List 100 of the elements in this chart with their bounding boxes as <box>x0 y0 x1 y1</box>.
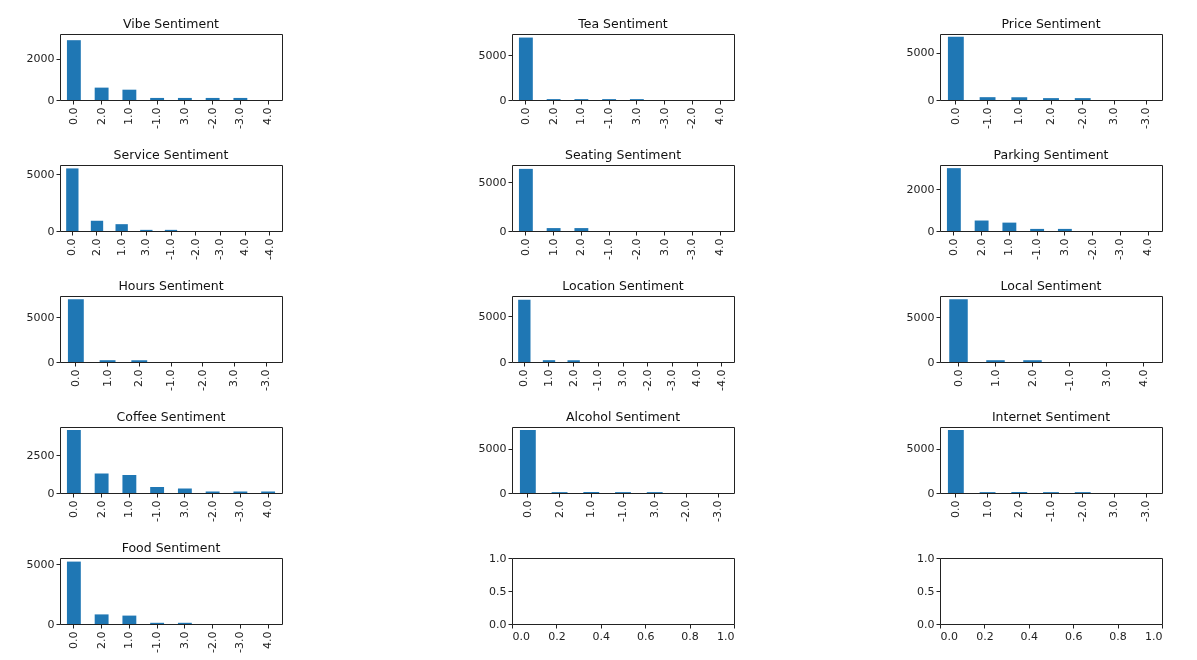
x-tick-label: -2.0 <box>640 369 654 391</box>
x-tick-label: 0.0 <box>66 107 80 125</box>
x-tick-label: 1.0 <box>584 500 598 518</box>
chart-title: Food Sentiment <box>121 539 221 555</box>
x-tick-label: -3.0 <box>665 369 679 391</box>
bar <box>1011 97 1028 100</box>
y-tick-label: 0 <box>927 224 935 238</box>
x-tick-label: 1.0 <box>1002 238 1016 256</box>
x-tick-label: 1.0 <box>574 107 588 125</box>
x-tick-label: -3.0 <box>233 107 247 129</box>
x-tick-label: -3.0 <box>213 238 227 260</box>
x-tick-label: 2.0 <box>574 238 588 256</box>
y-tick-label: 0 <box>47 486 55 500</box>
x-tick-label: 4.0 <box>713 238 727 256</box>
x-tick-label: 1.0 <box>114 238 128 256</box>
x-tick-label: 4.0 <box>713 107 727 125</box>
x-tick-label: 3.0 <box>1099 369 1113 387</box>
x-tick-label: 0.0 <box>512 629 530 643</box>
x-tick-label: 3.0 <box>616 369 629 387</box>
bar <box>122 89 137 100</box>
x-tick-label: -1.0 <box>1044 500 1057 522</box>
x-tick-label: 2.0 <box>1044 107 1057 125</box>
x-tick-label: 2.0 <box>546 107 560 125</box>
x-tick-label: -1.0 <box>602 107 616 129</box>
bar <box>94 473 109 493</box>
x-tick-label: -2.0 <box>1075 500 1089 522</box>
y-tick-label: 5000 <box>478 175 507 189</box>
x-tick-label: 2.0 <box>90 238 103 256</box>
x-tick-label: 0.0 <box>951 369 965 387</box>
chart-title: Seating Sentiment <box>564 146 682 162</box>
x-tick-label: 3.0 <box>177 107 191 125</box>
chart-title: Local Sentiment <box>1000 277 1102 293</box>
x-tick-label: 0.6 <box>636 629 655 643</box>
x-tick-label: 2.0 <box>94 500 108 518</box>
chart-title: Internet Sentiment <box>991 408 1111 424</box>
x-tick-label: -1.0 <box>150 631 164 653</box>
y-tick-label: 0 <box>927 486 935 500</box>
x-tick-label: 0.0 <box>520 500 534 518</box>
chart-title: Coffee Sentiment <box>116 408 226 424</box>
x-tick-label: 3.0 <box>1107 500 1121 518</box>
x-tick-label: 0.0 <box>518 107 532 125</box>
y-tick-label: 2000 <box>26 52 55 66</box>
x-tick-label: 0.0 <box>66 500 80 518</box>
x-tick-label: 1.0 <box>1012 107 1026 125</box>
y-tick-label: 0 <box>47 355 55 369</box>
x-tick-label: 3.0 <box>647 500 661 518</box>
x-tick-label: -1.0 <box>1062 369 1076 391</box>
y-tick-label: 2000 <box>906 182 935 196</box>
y-tick-label: 5000 <box>478 48 507 62</box>
x-tick-label: -1.0 <box>591 369 605 391</box>
x-tick-label: 1.0 <box>980 500 994 518</box>
x-tick-label: 1.0 <box>100 369 114 387</box>
y-tick-label: 0 <box>47 617 55 631</box>
y-tick-label: 5000 <box>906 442 935 456</box>
bar <box>66 561 81 624</box>
y-tick-label: 2500 <box>26 449 55 462</box>
x-tick-label: 1.0 <box>542 369 555 387</box>
bar <box>90 220 104 231</box>
x-tick-label: -3.0 <box>1139 500 1153 522</box>
x-tick-label: 2.0 <box>1025 369 1039 387</box>
x-tick-label: -1.0 <box>164 238 177 260</box>
y-tick-label: 0.5 <box>917 584 935 598</box>
chart-title: Price Sentiment <box>1001 15 1101 31</box>
x-tick-label: -2.0 <box>205 500 219 522</box>
x-tick-label: 4.0 <box>1141 238 1155 256</box>
x-tick-label: 3.0 <box>177 631 191 649</box>
x-tick-label: -2.0 <box>1075 107 1089 129</box>
bar <box>115 224 128 231</box>
chart-title: Location Sentiment <box>562 277 684 293</box>
x-tick-label: -2.0 <box>685 107 699 129</box>
x-tick-label: 3.0 <box>139 238 153 256</box>
y-tick-label: 5000 <box>906 310 935 324</box>
bar <box>946 168 961 231</box>
y-tick-label: 0.5 <box>489 584 507 598</box>
x-tick-label: 4.0 <box>1136 369 1150 387</box>
x-tick-label: 2.0 <box>132 369 146 387</box>
x-tick-label: 3.0 <box>1107 107 1121 125</box>
x-tick-label: -1.0 <box>980 107 994 129</box>
x-tick-label: 4.0 <box>690 369 703 387</box>
bar <box>205 97 220 100</box>
y-tick-label: 5000 <box>906 46 935 60</box>
bar <box>979 97 996 100</box>
x-tick-label: 0.4 <box>1020 629 1039 643</box>
x-tick-label: 0.0 <box>65 238 79 256</box>
x-tick-label: 0.2 <box>976 629 994 643</box>
x-tick-label: 3.0 <box>1057 238 1071 256</box>
y-tick-label: 0 <box>47 224 55 238</box>
x-tick-label: -3.0 <box>1113 238 1127 260</box>
x-tick-label: 3.0 <box>657 238 671 256</box>
y-tick-label: 5000 <box>26 167 55 181</box>
x-tick-label: -3.0 <box>657 107 671 129</box>
y-tick-label: 5000 <box>478 442 507 456</box>
x-tick-label: 0.0 <box>518 238 532 256</box>
bar <box>947 36 964 100</box>
x-tick-label: -1.0 <box>1030 238 1044 260</box>
chart-title: Vibe Sentiment <box>123 15 220 31</box>
bar <box>177 488 192 493</box>
y-tick-label: 0.0 <box>917 617 935 631</box>
bar <box>1002 222 1017 231</box>
x-tick-label: 0.0 <box>948 107 962 125</box>
